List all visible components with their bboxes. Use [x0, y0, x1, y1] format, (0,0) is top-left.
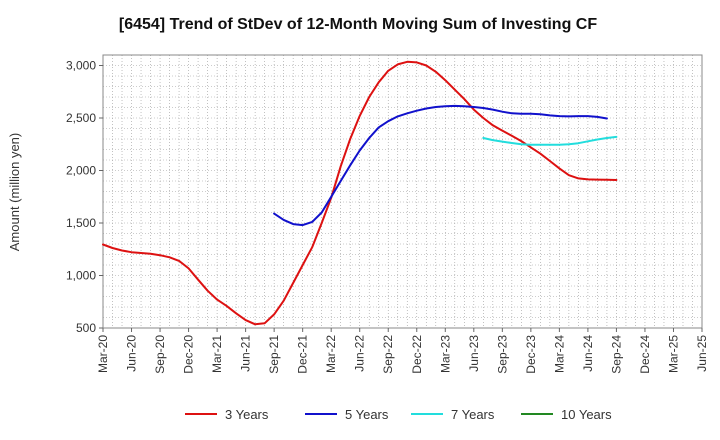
x-tick-label: Mar-24 — [552, 335, 566, 373]
legend-label: 7 Years — [451, 407, 495, 422]
x-tick-label: Sep-21 — [267, 335, 281, 374]
legend-label: 10 Years — [561, 407, 612, 422]
legend-label: 5 Years — [345, 407, 389, 422]
x-tick-label: Sep-24 — [609, 335, 623, 374]
x-tick-label: Jun-22 — [353, 335, 367, 372]
x-tick-label: Jun-24 — [581, 335, 595, 372]
x-tick-label: Jun-20 — [125, 335, 139, 372]
series-lines — [102, 60, 618, 326]
x-tick-label: Dec-23 — [524, 335, 538, 374]
x-tick-label: Sep-22 — [381, 335, 395, 374]
x-tick-label: Jun-21 — [239, 335, 253, 372]
x-tick-label: Sep-20 — [153, 335, 167, 374]
y-axis: 500 1,000 1,500 2,000 2,500 3,000 — [66, 59, 103, 335]
y-tick-label: 1,000 — [66, 269, 96, 283]
x-tick-label: Dec-24 — [638, 335, 652, 374]
series-line-5-years — [273, 104, 608, 227]
x-tick-label: Dec-22 — [410, 335, 424, 374]
x-tick-label: Dec-20 — [182, 335, 196, 374]
x-tick-label: Mar-20 — [96, 335, 110, 373]
y-tick-label: 2,500 — [66, 111, 96, 125]
legend-label: 3 Years — [225, 407, 269, 422]
legend: 3 Years 5 Years 7 Years 10 Years — [185, 407, 612, 422]
x-tick-label: Mar-25 — [666, 335, 680, 373]
x-tick-label: Jun-25 — [695, 335, 709, 372]
y-tick-label: 500 — [76, 321, 96, 335]
x-tick-label: Jun-23 — [467, 335, 481, 372]
y-axis-label: Amount (million yen) — [7, 133, 22, 252]
y-tick-label: 3,000 — [66, 59, 96, 73]
x-tick-label: Dec-21 — [296, 335, 310, 374]
y-tick-label: 2,000 — [66, 164, 96, 178]
series-line-3-years — [102, 60, 618, 326]
x-tick-label: Mar-21 — [210, 335, 224, 373]
grid — [102, 54, 703, 329]
series-line-7-years — [482, 135, 618, 146]
x-axis: Mar-20 Jun-20 Sep-20 Dec-20 Mar-21 Jun-21 Sep-… — [96, 328, 709, 374]
x-tick-label: Sep-23 — [495, 335, 509, 374]
plot-frame — [102, 54, 703, 329]
chart-title: [6454] Trend of StDev of 12-Month Moving… — [119, 16, 597, 33]
y-tick-label: 1,500 — [66, 216, 96, 230]
x-tick-label: Mar-23 — [438, 335, 452, 373]
x-tick-label: Mar-22 — [324, 335, 338, 373]
